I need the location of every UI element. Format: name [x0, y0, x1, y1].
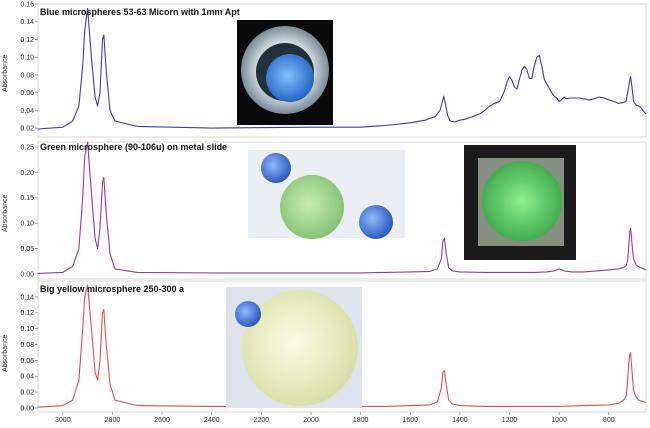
plot-frame	[37, 3, 647, 138]
x-tick-label: 1000	[551, 417, 567, 424]
y-tick-label: 0.08	[20, 72, 34, 79]
y-tick-label: 0.12	[20, 310, 34, 317]
x-tick-label: 2600	[154, 417, 170, 424]
chart-title-yellow: Big yellow microsphere 250-300 a	[40, 284, 185, 294]
y-tick-label: 0.02	[20, 390, 34, 397]
x-tick-label: 2800	[105, 417, 121, 424]
y-tick-label: 0.15	[20, 195, 34, 202]
y-tick-label: 0.10	[20, 55, 34, 62]
plot-frame	[37, 141, 647, 280]
y-tick-label: 0.06	[20, 90, 34, 97]
y-tick-label: 0.10	[20, 326, 34, 333]
chart-title-blue: Blue microspheres 53-63 Micorn with 1mm …	[40, 7, 240, 17]
y-tick-label: 0.00	[20, 271, 34, 278]
x-tick-label: 2400	[204, 417, 220, 424]
blue-microsphere-photo	[237, 20, 333, 125]
x-tick-label: 800	[603, 417, 615, 424]
green-microsphere-closeup-photo	[464, 145, 576, 260]
x-tick-label: 1200	[502, 417, 518, 424]
y-tick-label: 0.04	[20, 108, 34, 115]
y-tick-label: 0.02	[20, 126, 34, 133]
x-tick-label: 3000	[55, 417, 71, 424]
y-tick-label: 0.14	[20, 294, 34, 301]
chart-panel-2: 0.00 0.02 0.04 0.06 0.08 0.10 0.12 0.14 3000 2800…	[20, 280, 647, 424]
spectrum-line-0	[37, 7, 647, 130]
y-tick-label: 0.06	[20, 358, 34, 365]
y-axis-label-green: Absorbance	[2, 194, 9, 232]
spectrum-line-2	[37, 284, 647, 408]
green-microsphere-photo	[248, 150, 405, 239]
chart-title-green: Green microsphere (90-106u) on metal sli…	[40, 142, 228, 152]
y-tick-label: 0.12	[20, 37, 34, 44]
y-tick-label: 0.05	[20, 246, 34, 253]
y-axis-label-yellow: Absorbance	[2, 334, 9, 372]
chart-panel-1: 0.00 0.05 0.10 0.15 0.20 0.25	[20, 141, 647, 280]
y-tick-label: 0.16	[20, 1, 34, 8]
x-tick-label: 2000	[303, 417, 319, 424]
x-tick-label: 2200	[254, 417, 270, 424]
x-tick-label: 1400	[452, 417, 468, 424]
spectrum-line-1	[37, 141, 647, 274]
plot-frame	[37, 280, 647, 413]
y-tick-label: 0.20	[20, 170, 34, 177]
y-tick-label: 0.04	[20, 374, 34, 381]
chart-panel-0: 0.02 0.04 0.06 0.08 0.10 0.12 0.14 0.16	[20, 1, 647, 138]
y-tick-label: 0.25	[20, 144, 34, 151]
y-tick-label: 0.14	[20, 19, 34, 26]
y-tick-label: 0.08	[20, 342, 34, 349]
y-tick-label: 0.10	[20, 221, 34, 228]
y-tick-label: 0.00	[20, 405, 34, 412]
x-tick-label: 1600	[402, 417, 418, 424]
x-tick-label: 1800	[353, 417, 369, 424]
y-axis-label-blue: Absorbance	[2, 54, 9, 92]
yellow-microsphere-photo	[226, 287, 362, 408]
